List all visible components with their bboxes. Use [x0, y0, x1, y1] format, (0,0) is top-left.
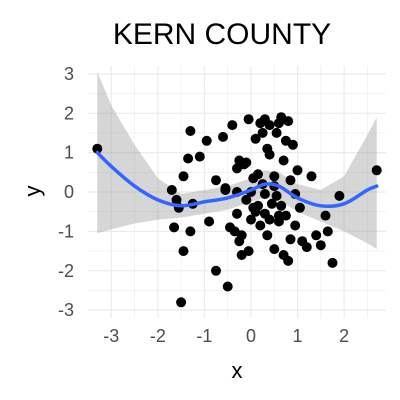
x-tick-label: -1 — [196, 326, 212, 346]
x-tick-labels: -3 -2 -1 0 1 2 — [103, 326, 349, 346]
data-point — [241, 194, 252, 205]
data-point — [294, 202, 305, 213]
data-point — [211, 175, 221, 186]
data-point — [194, 151, 205, 162]
data-point — [253, 169, 263, 180]
data-point — [315, 240, 326, 251]
y-tick-label: -3 — [58, 300, 74, 320]
data-point — [371, 165, 382, 176]
data-point — [320, 210, 331, 221]
plot-area — [88, 66, 386, 318]
data-point — [169, 222, 180, 233]
data-point — [264, 120, 275, 131]
data-point — [185, 126, 196, 136]
data-point — [280, 210, 291, 221]
data-point — [273, 210, 284, 221]
data-point — [178, 246, 189, 257]
x-tick-label: 2 — [339, 326, 349, 346]
grid — [88, 66, 386, 318]
data-point — [246, 214, 256, 225]
data-point — [250, 133, 261, 144]
y-tick-labels: -3 -2 -1 0 1 2 3 — [58, 64, 74, 320]
data-point — [171, 194, 182, 205]
data-point — [269, 171, 280, 182]
data-points — [92, 112, 382, 308]
data-point — [178, 171, 189, 182]
x-tick-label: -3 — [103, 326, 119, 346]
data-point — [166, 185, 177, 195]
y-tick-label: -1 — [58, 221, 74, 241]
data-point — [327, 257, 338, 268]
data-point — [287, 139, 298, 150]
data-point — [290, 220, 301, 231]
data-point — [278, 155, 289, 166]
data-point — [266, 198, 277, 209]
y-tick-label: -2 — [58, 261, 74, 281]
data-point — [92, 143, 103, 154]
data-point — [334, 190, 345, 201]
data-point — [264, 149, 275, 160]
data-point — [222, 281, 233, 292]
data-point — [262, 230, 273, 241]
chart-title: KERN COUNTY — [113, 18, 331, 51]
data-point — [176, 297, 187, 308]
data-point — [301, 242, 312, 253]
data-point — [241, 157, 252, 168]
data-point — [264, 214, 275, 225]
data-point — [271, 190, 282, 201]
x-tick-label: 0 — [246, 326, 256, 346]
data-point — [285, 175, 296, 186]
data-point — [201, 135, 212, 146]
data-point — [243, 246, 254, 257]
data-point — [285, 234, 296, 245]
y-tick-label: 1 — [64, 143, 74, 163]
data-point — [253, 200, 263, 211]
data-point — [257, 127, 268, 138]
y-tick-label: 0 — [64, 182, 74, 202]
data-point — [185, 226, 196, 237]
data-point — [183, 153, 194, 164]
data-point — [271, 127, 282, 138]
data-point — [283, 255, 294, 266]
smooth-line — [95, 150, 379, 209]
y-tick-label: 2 — [64, 103, 74, 123]
data-point — [218, 131, 228, 142]
data-point — [232, 208, 242, 219]
data-point — [204, 216, 215, 227]
data-point — [311, 230, 322, 241]
data-point — [322, 226, 333, 237]
data-point — [276, 200, 287, 211]
data-point — [220, 183, 231, 194]
data-point — [283, 116, 294, 127]
data-point — [236, 230, 247, 241]
y-axis-title: y — [20, 186, 45, 197]
data-point — [225, 222, 235, 233]
data-point — [292, 165, 303, 176]
x-tick-label: 1 — [293, 326, 303, 346]
y-tick-label: 3 — [64, 64, 74, 84]
data-point — [255, 220, 266, 231]
data-point — [211, 265, 221, 276]
x-tick-label: -2 — [150, 326, 166, 346]
x-axis-title: x — [232, 358, 243, 383]
data-point — [269, 244, 280, 255]
data-point — [306, 171, 317, 182]
data-point — [243, 114, 254, 125]
data-point — [259, 189, 270, 199]
data-point — [227, 120, 238, 131]
